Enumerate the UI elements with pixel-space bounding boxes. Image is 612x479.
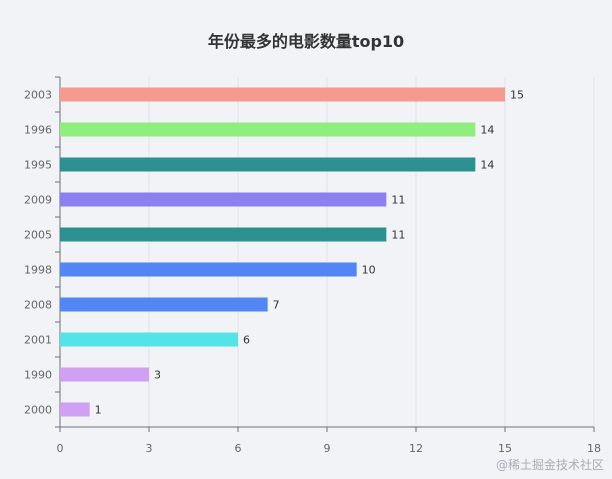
data-label: 6 <box>243 334 250 347</box>
y-tick-label: 2009 <box>24 194 52 207</box>
y-tick-label: 1990 <box>24 369 52 382</box>
x-tick-label: 12 <box>409 442 423 455</box>
x-axis: 0 3 6 9 12 15 18 <box>57 426 601 455</box>
chart-title: 年份最多的电影数量top10 <box>208 32 404 51</box>
y-tick-label: 2001 <box>24 334 52 347</box>
x-tick-label: 15 <box>498 442 512 455</box>
data-label: 3 <box>154 369 161 382</box>
data-label: 11 <box>391 229 405 242</box>
y-tick-label: 1996 <box>24 124 52 137</box>
watermark: @稀土掘金技术社区 <box>495 458 604 472</box>
data-label: 11 <box>391 194 405 207</box>
data-label: 10 <box>362 264 376 277</box>
y-tick-label: 2000 <box>24 404 52 417</box>
bar <box>60 122 476 137</box>
data-label: 14 <box>480 124 494 137</box>
bar <box>60 297 268 312</box>
bar <box>60 262 357 277</box>
y-tick-label: 1998 <box>24 264 52 277</box>
x-tick-label: 3 <box>146 442 153 455</box>
data-label: 14 <box>480 159 494 172</box>
x-tick-label: 6 <box>235 442 242 455</box>
bar <box>60 87 505 102</box>
y-tick-label: 2008 <box>24 299 52 312</box>
y-tick-label: 2003 <box>24 89 52 102</box>
data-label: 15 <box>510 89 524 102</box>
y-axis: 2003 1996 1995 2009 2005 1998 2008 2001 1990 2000 <box>24 76 61 428</box>
data-label: 1 <box>95 404 102 417</box>
bar <box>60 402 90 417</box>
bars: 15 14 14 11 11 10 7 6 3 1 <box>60 87 524 417</box>
x-tick-label: 9 <box>324 442 331 455</box>
x-tick-label: 18 <box>587 442 601 455</box>
bar <box>60 332 238 347</box>
data-label: 7 <box>273 299 280 312</box>
bar <box>60 192 387 207</box>
y-tick-label: 2005 <box>24 229 52 242</box>
bar <box>60 227 387 242</box>
bar <box>60 157 476 172</box>
x-tick-label: 0 <box>57 442 64 455</box>
y-tick-label: 1995 <box>24 159 52 172</box>
bar <box>60 367 149 382</box>
